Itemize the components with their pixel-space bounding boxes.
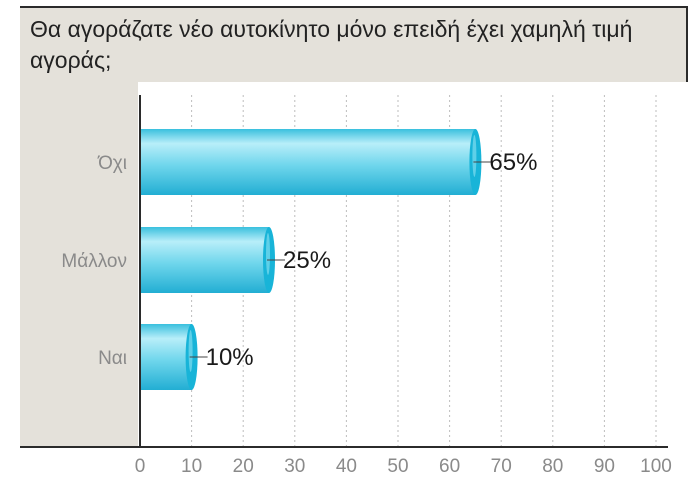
x-tick-label: 50 xyxy=(387,456,408,477)
title-panel xyxy=(20,6,688,82)
bar-end-highlight xyxy=(266,233,270,275)
x-tick-label: 90 xyxy=(594,456,615,477)
category-label: Μάλλον xyxy=(61,251,127,272)
x-tick-label: 70 xyxy=(491,456,512,477)
bar xyxy=(140,324,192,390)
x-tick-label: 30 xyxy=(284,456,305,477)
bar xyxy=(140,129,476,195)
value-label: 65% xyxy=(489,149,537,176)
x-tick-label: 60 xyxy=(439,456,460,477)
x-tick-label: 100 xyxy=(640,456,672,477)
bar-end-highlight xyxy=(472,135,477,177)
value-label: 25% xyxy=(283,247,331,274)
x-tick-label: 80 xyxy=(542,456,563,477)
category-label: Ναι xyxy=(98,348,127,369)
bar xyxy=(140,227,269,293)
chart-title: Θα αγοράζατε νέο αυτοκίνητο μόνο επειδή … xyxy=(30,16,633,73)
x-tick-label: 40 xyxy=(336,456,357,477)
x-tick-label: 10 xyxy=(181,456,202,477)
category-label: Όχι xyxy=(97,153,127,174)
category-panel xyxy=(20,82,138,448)
bar-end-highlight xyxy=(188,330,193,372)
x-tick-label: 20 xyxy=(233,456,254,477)
value-label: 10% xyxy=(206,344,254,371)
x-tick-label: 0 xyxy=(135,456,146,477)
